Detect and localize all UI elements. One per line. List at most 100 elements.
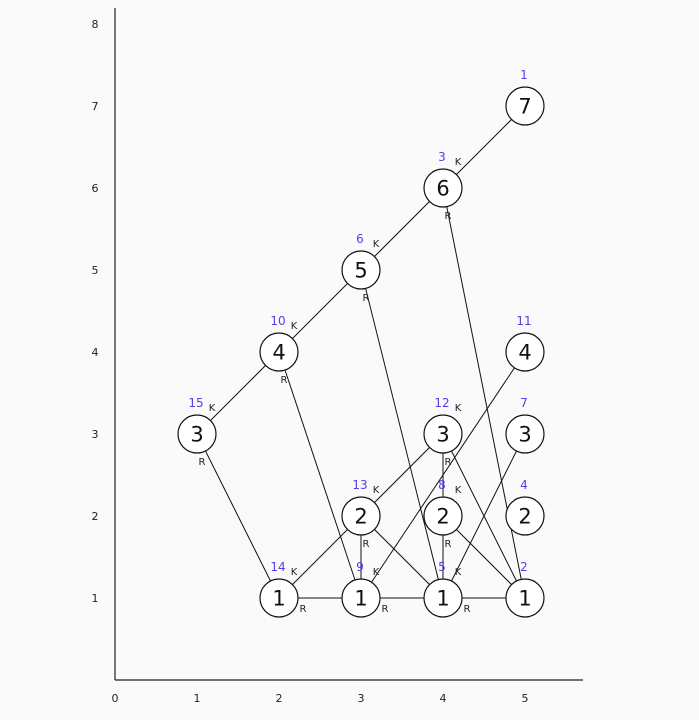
node-index-label: 11 [516,314,531,328]
node-index-label: 4 [520,478,528,492]
node-value: 2 [436,505,449,529]
y-tick-label: 4 [92,346,99,359]
axes [114,8,583,681]
node-circle [505,414,545,454]
node-circle [341,578,381,618]
node-n13: 2 13 K R [341,478,381,550]
node-circle [505,86,545,126]
node-k-label: K [455,485,462,496]
node-r-label: R [363,539,370,550]
x-tick-label: 1 [194,692,201,705]
node-r-label: R [199,457,206,468]
node-k-label: K [209,403,216,414]
node-k-label: K [291,567,298,578]
node-n14: 1 14 K R [259,560,307,618]
node-r-label: R [464,604,471,615]
node-r-label: R [445,539,452,550]
y-tick-label: 7 [92,100,99,113]
node-index-label: 8 [438,478,446,492]
node-circle [423,496,463,536]
node-value: 3 [190,423,203,447]
x-tick-label: 0 [112,692,119,705]
node-r-label: R [281,375,288,386]
node-n2: 12 [505,560,545,618]
node-n10: 4 10 K R [259,314,299,386]
node-circle [341,250,381,290]
node-value: 2 [354,505,367,529]
node-index-label: 6 [356,232,364,246]
node-k-label: K [291,321,298,332]
node-n11: 4 11 [505,314,545,372]
node-k-label: K [455,403,462,414]
node-index-label: 9 [356,560,364,574]
edge-n15-n14 [196,433,280,599]
node-n6: 5 6 K R [341,232,381,304]
y-tick-labels: 1 2 3 4 5 6 7 8 [92,18,99,605]
node-value: 6 [436,177,449,201]
node-index-label: 3 [438,150,446,164]
node-r-label: R [300,604,307,615]
node-index-label: 5 [438,560,446,574]
y-tick-label: 6 [92,182,99,195]
node-r-label: R [382,604,389,615]
node-r-label: R [363,293,370,304]
node-r-label: R [445,457,452,468]
node-index-label: 10 [270,314,285,328]
x-tick-label: 4 [440,692,447,705]
node-circle [177,414,217,454]
node-circle [259,332,299,372]
node-value: 1 [518,587,531,611]
node-circle [505,332,545,372]
node-circle [423,168,463,208]
y-tick-label: 3 [92,428,99,441]
node-index-label: 14 [270,560,285,574]
node-value: 4 [272,341,285,365]
x-tick-label: 5 [522,692,529,705]
node-index-label: 7 [520,396,528,410]
node-index-label: 13 [352,478,367,492]
node-value: 1 [436,587,449,611]
edge-n6-n5 [360,269,444,599]
node-value: 1 [354,587,367,611]
node-n3: 6 3 K R [423,150,463,222]
node-circle [423,414,463,454]
node-n1: 71 [505,68,545,126]
node-circle [423,578,463,618]
node-r-label: R [445,211,452,222]
node-index-label: 1 [520,68,528,82]
node-n15: 3 15 K R [177,396,217,468]
node-value: 3 [436,423,449,447]
node-k-label: K [455,157,462,168]
node-value: 5 [354,259,367,283]
node-k-label: K [455,567,462,578]
node-n8: 2 8 K R [423,478,463,550]
edge-n10-n9 [278,351,362,599]
node-n12: 3 12 K R [423,396,463,468]
node-n4: 24 [505,478,545,536]
node-n9: 1 9 K R [341,560,389,618]
node-circle [341,496,381,536]
node-circle [259,578,299,618]
node-value: 1 [272,587,285,611]
node-circle [505,496,545,536]
node-value: 4 [518,341,531,365]
y-tick-label: 8 [92,18,99,31]
y-tick-label: 5 [92,264,99,277]
node-k-label: K [373,485,380,496]
y-tick-label: 1 [92,592,99,605]
node-index-label: 15 [188,396,203,410]
node-n5: 1 5 K R [423,560,471,618]
x-tick-label: 3 [358,692,365,705]
node-value: 7 [518,95,531,119]
edge-n5-n7 [442,433,526,599]
x-tick-labels: 0 1 2 3 4 5 [112,692,529,705]
node-k-label: K [373,567,380,578]
y-tick-label: 2 [92,510,99,523]
x-tick-label: 2 [276,692,283,705]
node-n7: 37 [505,396,545,454]
node-value: 2 [518,505,531,529]
node-value: 3 [518,423,531,447]
node-circle [505,578,545,618]
